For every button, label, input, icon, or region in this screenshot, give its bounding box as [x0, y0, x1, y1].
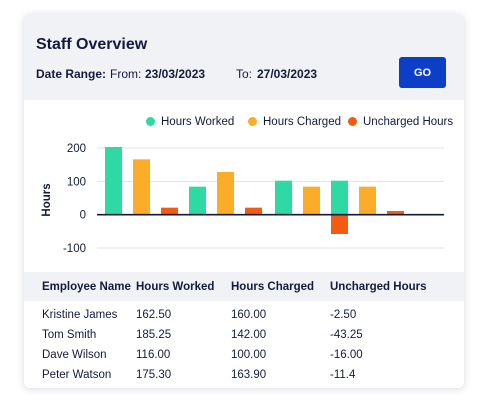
bar-uncharged-hours[interactable] — [245, 207, 262, 215]
table-header: Employee Name Hours Worked Hours Charged… — [24, 272, 464, 301]
cell-hours-charged: 163.90 — [231, 369, 267, 381]
bar-hours-worked[interactable] — [275, 180, 292, 215]
cell-employee-name: Tom Smith — [42, 329, 97, 341]
bar-hours-worked[interactable] — [189, 186, 206, 215]
legend-item-uncharged-hours[interactable]: Uncharged Hours — [348, 116, 453, 128]
cell-hours-worked: 116.00 — [136, 349, 171, 361]
legend-item-hours-charged[interactable]: Hours Charged — [248, 116, 341, 128]
y-tick-label: -100 — [63, 243, 86, 255]
bar-uncharged-hours[interactable] — [161, 207, 178, 215]
legend-dot-hours-worked — [146, 117, 155, 126]
legend-label: Uncharged Hours — [363, 116, 454, 128]
staff-overview-card: Staff Overview Date Range: From: 23/03/2… — [24, 14, 464, 388]
bar-hours-charged[interactable] — [133, 159, 150, 215]
header-hours-charged[interactable]: Hours Charged — [231, 281, 315, 293]
y-tick-label: 0 — [80, 210, 86, 222]
legend-label: Hours Worked — [161, 116, 235, 128]
cell-hours-worked: 175.30 — [136, 369, 172, 381]
bar-chart: 200 100 0 -100 Hours — [41, 143, 444, 255]
cell-hours-worked: 185.25 — [136, 329, 172, 341]
header-hours-worked[interactable]: Hours Worked — [136, 281, 215, 293]
from-label: From: — [110, 67, 142, 81]
from-date-field[interactable]: 23/03/2023 — [145, 67, 206, 81]
date-range-label: Date Range: — [36, 67, 107, 81]
y-tick-label: 100 — [67, 176, 86, 188]
cell-uncharged-hours: -2.50 — [330, 309, 357, 321]
filter-header: Staff Overview Date Range: From: 23/03/2… — [24, 14, 464, 100]
table-row[interactable]: Kristine James 162.50 160.00 -2.50 — [24, 306, 464, 326]
cell-employee-name: Dave Wilson — [42, 349, 107, 361]
table-row[interactable]: Tom Smith 185.25 142.00 -43.25 — [24, 326, 464, 346]
legend-dot-uncharged-hours — [348, 117, 357, 126]
cell-uncharged-hours: -11.4 — [330, 369, 356, 381]
table-row[interactable]: Peter Watson 175.30 163.90 -11.4 — [24, 366, 464, 386]
legend-item-hours-worked[interactable]: Hours Worked — [146, 116, 234, 128]
bar-hours-charged[interactable] — [303, 186, 320, 215]
header-employee-name[interactable]: Employee Name — [42, 281, 131, 293]
page-title: Staff Overview — [36, 36, 148, 53]
bar-uncharged-hours[interactable] — [331, 214, 348, 234]
legend-label: Hours Charged — [263, 116, 341, 128]
to-label: To: — [236, 67, 253, 81]
cell-employee-name: Kristine James — [42, 309, 118, 321]
bar-uncharged-hours[interactable] — [387, 211, 404, 215]
legend-dot-hours-charged — [248, 117, 257, 126]
cell-uncharged-hours: -43.25 — [330, 329, 363, 341]
bar-hours-charged[interactable] — [217, 172, 234, 215]
chart-legend: Hours Worked Hours Charged Uncharged Hou… — [24, 116, 464, 132]
cell-hours-worked: 162.50 — [136, 309, 172, 321]
cell-uncharged-hours: -16.00 — [330, 349, 363, 361]
bar-hours-worked[interactable] — [105, 147, 122, 215]
cell-hours-charged: 100.00 — [231, 349, 267, 361]
go-button[interactable]: GO — [399, 57, 446, 88]
bar-hours-worked[interactable] — [331, 180, 348, 215]
cell-hours-charged: 142.00 — [231, 329, 267, 341]
header-uncharged-hours[interactable]: Uncharged Hours — [330, 281, 427, 293]
table-row[interactable]: Dave Wilson 116.00 100.00 -16.00 — [24, 346, 464, 366]
y-tick-label: 200 — [67, 143, 86, 155]
to-date-field[interactable]: 27/03/2023 — [257, 67, 318, 81]
cell-employee-name: Peter Watson — [42, 369, 112, 381]
y-axis-title: Hours — [41, 183, 53, 216]
bar-hours-charged[interactable] — [359, 186, 376, 215]
cell-hours-charged: 160.00 — [231, 309, 267, 321]
